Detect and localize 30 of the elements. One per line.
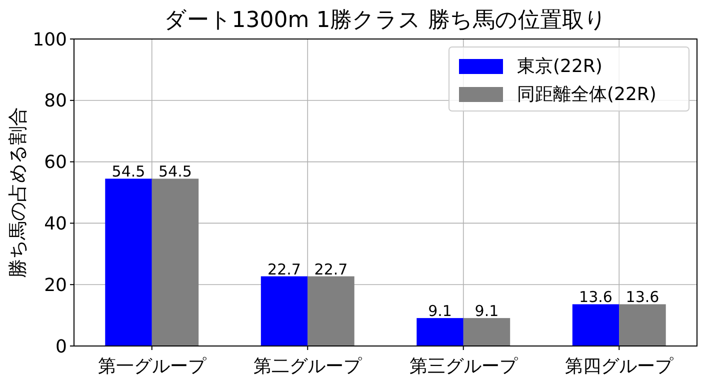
bar [152,178,199,346]
y-tick-label: 0 [56,336,67,358]
data-label: 9.1 [428,302,452,320]
legend-label: 東京(22R) [517,56,602,77]
bar [260,276,308,346]
x-tick-label: 第三グループ [409,356,518,377]
data-label: 54.5 [158,162,192,181]
data-label: 54.5 [112,162,146,181]
x-tick-label: 第四グループ [565,356,674,377]
bar [572,304,620,346]
x-tick-label: 第一グループ [98,356,207,377]
bar [308,276,354,346]
data-label: 13.6 [626,288,660,306]
y-tick-label: 100 [32,29,67,50]
bar [463,318,510,346]
legend-label: 同距離全体(22R) [517,84,656,105]
data-label: 13.6 [579,288,612,306]
y-axis-title: 勝ち馬の占める割合 [7,107,29,278]
data-label: 22.7 [268,260,301,278]
y-tick-label: 20 [44,274,67,296]
data-label: 9.1 [474,302,499,320]
y-tick-label: 40 [44,214,67,234]
bar [619,304,666,346]
x-tick-label: 第二グループ [254,356,363,377]
bar [416,318,464,346]
bar [105,178,152,346]
y-tick-label: 60 [44,152,67,174]
chart-title: ダート1300m 1勝クラス 勝ち馬の位置取り [164,8,608,33]
data-label: 22.7 [314,260,348,278]
y-tick-label: 80 [44,90,67,112]
